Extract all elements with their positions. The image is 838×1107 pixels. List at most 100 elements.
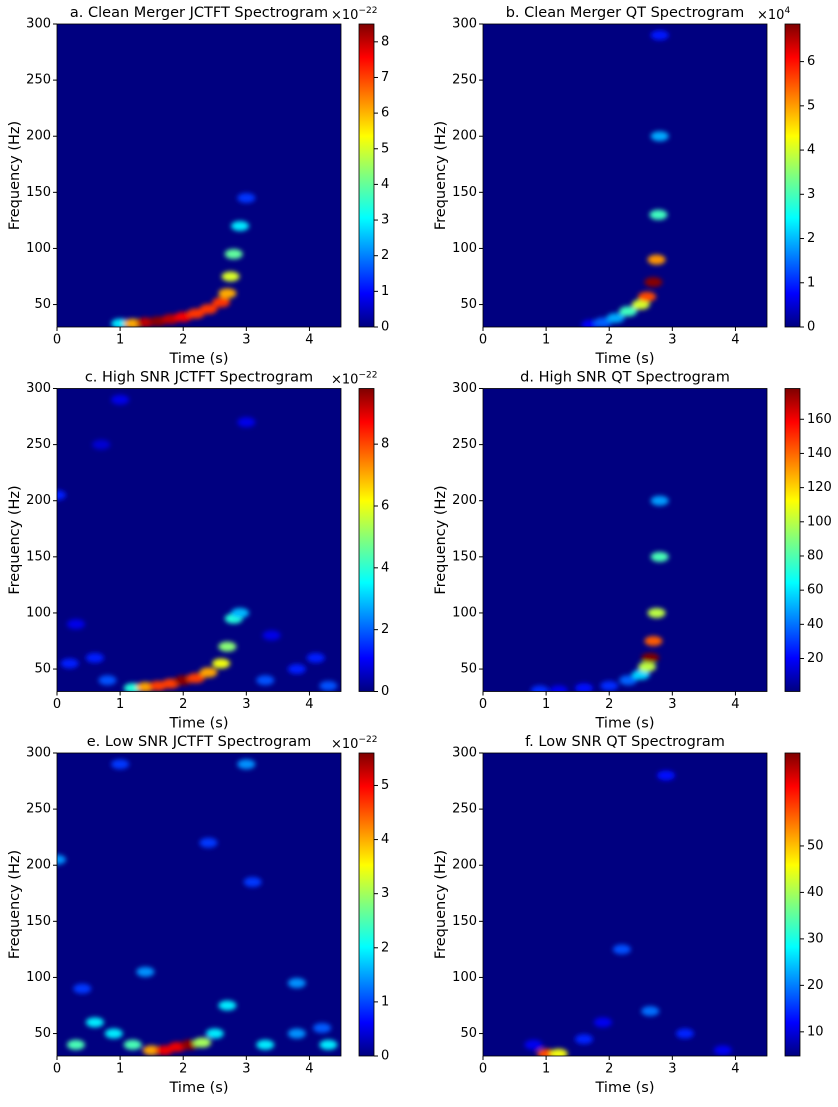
spectral-peak [612,944,631,955]
x-axis-label: Time (s) [595,1080,655,1096]
colorbar-tick-label: 1 [381,994,389,1009]
plot-frame [56,752,342,1057]
spectral-peak [287,978,306,989]
colorbar-tick-label: 100 [807,514,832,529]
spectral-peak [205,1028,224,1039]
y-tick-label: 50 [34,297,51,312]
heatmap [530,495,669,692]
colorbar-tick-label: 6 [381,498,389,513]
y-tick-label: 100 [26,605,51,620]
offset-exponent: −22 [358,370,377,380]
x-tick-label: 0 [479,697,487,712]
plot-frame [482,752,768,1057]
chart-title: c. High SNR JCTFT Spectrogram [85,370,313,386]
spectral-peak [231,607,250,618]
spectral-peak [649,209,668,220]
x-tick-label: 0 [53,333,61,348]
spectral-peak [574,1034,593,1045]
y-tick-label: 150 [26,549,51,564]
spectral-peak [66,619,85,630]
spectral-peak [619,306,638,317]
colorbar-tick-label: 6 [807,54,815,69]
spectral-peak [647,607,666,618]
y-tick-label: 100 [26,241,51,256]
colorbar-tick-label: 5 [807,98,815,113]
spectral-peak [142,1045,161,1056]
spectral-peak [650,495,669,506]
y-tick-label: 150 [26,185,51,200]
x-tick-label: 2 [179,697,187,712]
spectral-peak [549,685,568,692]
chart-title: b. Clean Merger QT Spectrogram [506,5,745,21]
y-tick-label: 100 [452,970,477,985]
spectral-peak [231,221,250,231]
colorbar-tick-label: 8 [381,437,389,452]
colorbar-tick-label: 0 [381,684,389,699]
x-tick-label: 4 [305,333,313,348]
x-tick-label: 4 [731,1062,739,1077]
x-tick-label: 2 [179,1062,187,1077]
spectral-peak [66,1039,85,1050]
colorbar-tick-label: 2 [381,248,389,263]
spectral-peak [57,490,66,501]
y-tick-label: 150 [452,549,477,564]
spectral-peak [256,675,275,686]
y-tick-label: 300 [452,17,477,32]
colorbar-tick-label: 160 [807,412,832,427]
colorbar-tick-label: 3 [381,213,389,228]
colorbar-tick-label: 4 [381,560,389,575]
spectral-peak [237,192,256,203]
plot-frame [56,388,342,692]
offset-base: ×10 [757,8,784,23]
colorbar-tick-label: 6 [381,106,389,121]
offset-base: ×10 [331,8,358,23]
x-tick-label: 1 [116,1062,124,1077]
x-tick-label: 3 [668,697,676,712]
x-tick-label: 3 [668,1062,676,1077]
y-tick-label: 200 [452,858,477,873]
x-axis-label: Time (s) [595,716,655,732]
colorbar-tick-label: 8 [381,34,389,49]
y-tick-label: 200 [452,493,477,508]
x-tick-label: 1 [116,697,124,712]
y-tick-label: 50 [460,297,477,312]
chart-title: d. High SNR QT Spectrogram [520,370,730,386]
x-axis-label: Time (s) [169,351,229,367]
spectral-peak [644,636,663,646]
colorbar [784,752,801,1057]
spectral-peak [98,675,117,686]
chart-title: f. Low SNR QT Spectrogram [525,734,725,750]
spectral-peak [212,297,231,308]
y-axis-label: Frequency (Hz) [7,850,23,959]
spectral-peak [199,667,218,678]
x-tick-label: 3 [668,333,676,348]
spectral-peak [221,271,240,282]
spectral-peak [123,1039,142,1050]
plot-frame [56,23,342,328]
y-tick-label: 150 [26,914,51,929]
offset-base: ×10 [331,372,358,387]
offset-exponent: −22 [358,735,377,745]
colorbar [358,23,375,328]
spectral-peak [641,652,660,663]
colorbar-offset: ×10−22 [331,735,377,752]
spectral-peak [73,983,92,994]
x-tick-label: 2 [179,333,187,348]
colorbar-tick-label: 1 [381,284,389,299]
colorbar-tick-label: 140 [807,446,832,461]
chart-title: e. Low SNR JCTFT Spectrogram [87,734,312,750]
colorbar-tick-label: 120 [807,480,832,495]
spectral-peak [287,1028,306,1039]
spectral-peak [524,1039,543,1050]
spectral-peak [675,1028,694,1039]
y-tick-label: 250 [26,437,51,452]
colorbar-tick-label: 30 [807,931,824,946]
x-tick-label: 2 [605,697,613,712]
spectral-peak [60,658,79,669]
spectral-peak [306,652,325,663]
spectral-peak [593,1017,612,1028]
spectral-peak [530,685,549,692]
spectral-peak [638,291,657,302]
plot-frame [482,388,768,692]
